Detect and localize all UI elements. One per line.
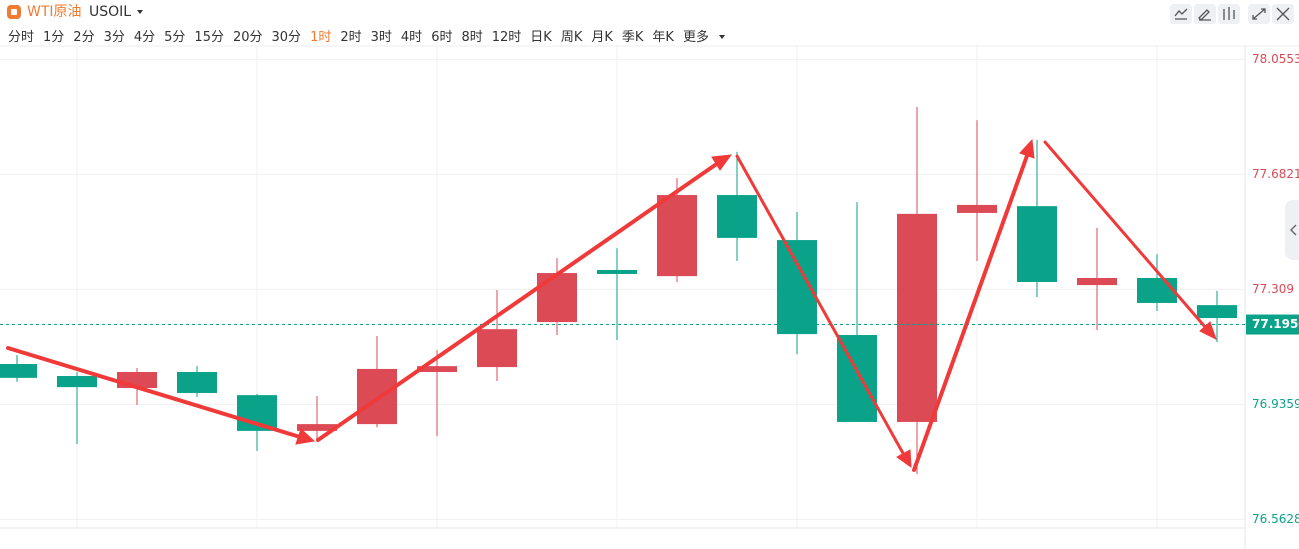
candle-body <box>957 204 997 213</box>
more-caret <box>719 35 725 39</box>
dropdown-caret[interactable] <box>137 10 143 14</box>
tool-icon <box>1223 7 1235 20</box>
candle-body <box>477 329 517 368</box>
timeframe-option[interactable]: 日K <box>530 30 552 45</box>
timeframe-option[interactable]: 分时 <box>8 30 35 45</box>
arrow-head <box>896 449 912 469</box>
collapse-icon <box>1290 224 1297 236</box>
candle-body <box>1197 305 1237 319</box>
candle-body <box>537 273 577 323</box>
annotations <box>6 138 1217 472</box>
arrow-head <box>711 154 733 171</box>
timeframe-option[interactable]: 周K <box>560 30 583 45</box>
annotation-arrow <box>912 151 1030 472</box>
candle-body <box>357 368 397 425</box>
timeframe-option[interactable]: 1分 <box>43 30 65 45</box>
y-tick-label: 77.309 <box>1252 282 1294 296</box>
symbol-icon-inner <box>11 9 17 15</box>
last-price-label: 77.1950 <box>1252 317 1299 331</box>
y-tick-label: 76.9359 <box>1252 397 1299 411</box>
candle-body <box>1077 277 1117 286</box>
candle-body <box>897 213 937 422</box>
timeframe-option[interactable]: 3分 <box>103 30 125 45</box>
y-tick-label: 77.6821 <box>1252 167 1299 181</box>
arrow-head <box>1199 321 1217 341</box>
y-tick-label: 76.5628 <box>1252 512 1299 526</box>
tool-button[interactable] <box>1194 4 1216 24</box>
annotation-arrow <box>1043 140 1208 330</box>
timeframe-option[interactable]: 12时 <box>491 30 522 45</box>
candle-body <box>0 363 37 378</box>
candle-body <box>597 269 637 274</box>
timeframe-option[interactable]: 6时 <box>431 30 453 45</box>
candle-body <box>657 195 697 277</box>
candle-body <box>57 376 97 388</box>
annotation-arrow <box>6 346 302 439</box>
timeframe-option[interactable]: 5分 <box>164 30 186 45</box>
side-panel-tab[interactable] <box>1285 200 1299 260</box>
symbol-name: WTI原油 <box>27 4 82 20</box>
tool-button[interactable] <box>1170 4 1192 24</box>
timeframe-option[interactable]: 更多 <box>682 30 709 45</box>
tool-icon <box>1198 9 1211 21</box>
tool-icon <box>1174 8 1188 20</box>
candle-body <box>1017 206 1057 282</box>
timeframe-option[interactable]: 15分 <box>194 30 224 45</box>
timeframe-option[interactable]: 年K <box>652 30 674 45</box>
timeframe-bar: 分时 1分 2分 3分 4分 5分 15分 20分 30分 1时 2时 3时 4时 6时 8时 12时 日K 周K… <box>8 26 709 45</box>
timeframe-option[interactable]: 季K <box>621 30 644 45</box>
y-tick-label: 78.0553 <box>1252 52 1299 66</box>
last-price-box <box>1246 314 1299 335</box>
timeframe-option[interactable]: 4时 <box>400 30 423 45</box>
arrow-head <box>1019 138 1035 159</box>
candle-body <box>297 424 337 431</box>
symbol-code[interactable]: USOIL <box>89 4 131 20</box>
annotation-arrow <box>735 154 906 457</box>
tool-icon <box>1276 7 1290 21</box>
annotation-arrow <box>316 161 720 442</box>
candle-body <box>177 372 217 393</box>
timeframe-option[interactable]: 2时 <box>340 30 362 45</box>
timeframe-option[interactable]: 3时 <box>370 30 392 45</box>
timeframe-option[interactable]: 1时 <box>310 30 332 45</box>
timeframe-option[interactable]: 30分 <box>271 30 302 45</box>
timeframe-option[interactable]: 2分 <box>73 30 95 45</box>
timeframe-option[interactable]: 月K <box>591 30 613 45</box>
candle-body <box>417 366 457 373</box>
candles <box>0 58 1245 520</box>
candle-body <box>717 195 757 238</box>
timeframe-option[interactable]: 20分 <box>232 30 263 45</box>
timeframe-option[interactable]: 8时 <box>461 30 483 45</box>
arrow-head <box>295 428 316 445</box>
toolbar <box>1170 4 1294 24</box>
timeframe-option[interactable]: 4分 <box>133 30 156 45</box>
tool-icon <box>1252 8 1266 20</box>
candle-body <box>1137 277 1177 303</box>
